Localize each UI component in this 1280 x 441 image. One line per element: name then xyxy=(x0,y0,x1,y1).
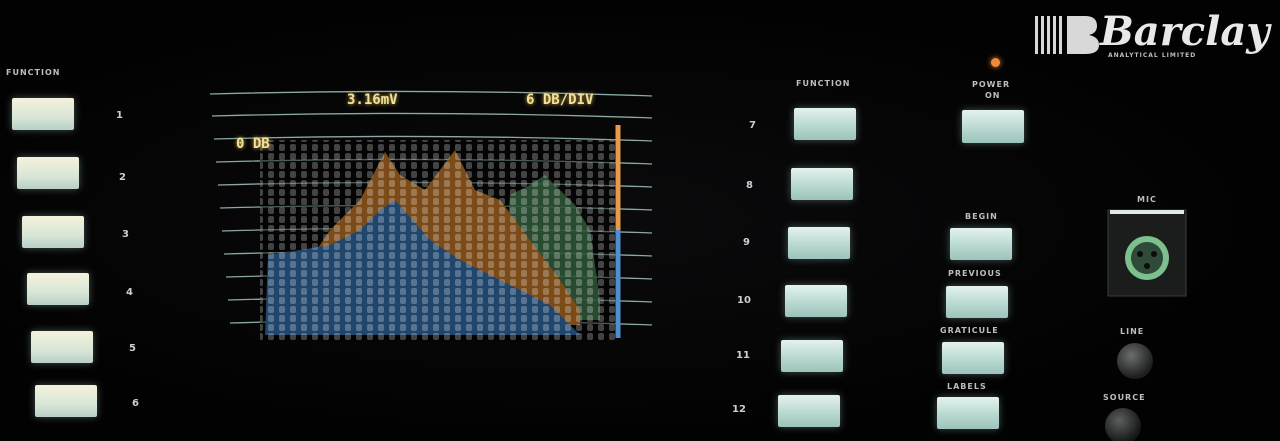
control-key[interactable] xyxy=(942,342,1004,374)
key-number: 8 xyxy=(746,180,753,191)
line-jack[interactable] xyxy=(1117,343,1153,379)
control-label: BEGIN xyxy=(965,212,998,221)
function-key[interactable] xyxy=(17,157,79,189)
brand-name: Barclay xyxy=(1100,8,1270,55)
brand-subtitle: ANALYTICAL LIMITED xyxy=(1108,52,1196,59)
function-key[interactable] xyxy=(781,340,843,372)
function-label: FUNCTION xyxy=(6,68,60,77)
scale: 6 DB/DIV xyxy=(526,92,593,108)
function-key[interactable] xyxy=(27,273,89,305)
key-number: 1 xyxy=(116,110,123,121)
function-key[interactable] xyxy=(794,108,856,140)
key-number: 10 xyxy=(737,295,751,306)
brand-logo xyxy=(1035,12,1099,58)
key-number: 2 xyxy=(119,172,126,183)
power-label: ON xyxy=(985,91,1001,100)
bar-texture xyxy=(260,140,620,340)
power-led xyxy=(991,58,1000,67)
function-key[interactable] xyxy=(31,331,93,363)
function-key[interactable] xyxy=(778,395,840,427)
key-number: 11 xyxy=(736,350,750,361)
zero-level: 0 DB xyxy=(236,136,270,152)
control-key[interactable] xyxy=(950,228,1012,260)
control-label: GRATICULE xyxy=(940,326,999,335)
key-number: 4 xyxy=(126,287,133,298)
source-label: SOURCE xyxy=(1103,393,1146,402)
line-label: LINE xyxy=(1120,327,1144,336)
function-key[interactable] xyxy=(791,168,853,200)
key-number: 12 xyxy=(732,404,746,415)
power-key[interactable] xyxy=(962,110,1024,143)
mic-socket[interactable] xyxy=(1106,208,1188,298)
function-key[interactable] xyxy=(12,98,74,130)
key-number: 7 xyxy=(749,120,756,131)
function-key[interactable] xyxy=(788,227,850,259)
spectrum-display xyxy=(200,80,670,390)
function-key[interactable] xyxy=(785,285,847,317)
source-knob[interactable] xyxy=(1105,408,1141,441)
key-number: 5 xyxy=(129,343,136,354)
power-label: POWER xyxy=(972,80,1010,89)
function-label: FUNCTION xyxy=(796,79,850,88)
control-label: LABELS xyxy=(947,382,987,391)
control-key[interactable] xyxy=(937,397,999,429)
control-label: PREVIOUS xyxy=(948,269,1002,278)
mic-label: MIC xyxy=(1137,195,1157,204)
key-number: 3 xyxy=(122,229,129,240)
control-key[interactable] xyxy=(946,286,1008,318)
key-number: 6 xyxy=(132,398,139,409)
instrument-panel: FUNCTION 1 2 3 4 5 6 3.16mV 6 DB/DIV 0 D… xyxy=(0,0,1280,441)
function-key[interactable] xyxy=(22,216,84,248)
key-number: 9 xyxy=(743,237,750,248)
function-key[interactable] xyxy=(35,385,97,417)
reference-level: 3.16mV xyxy=(347,92,398,108)
